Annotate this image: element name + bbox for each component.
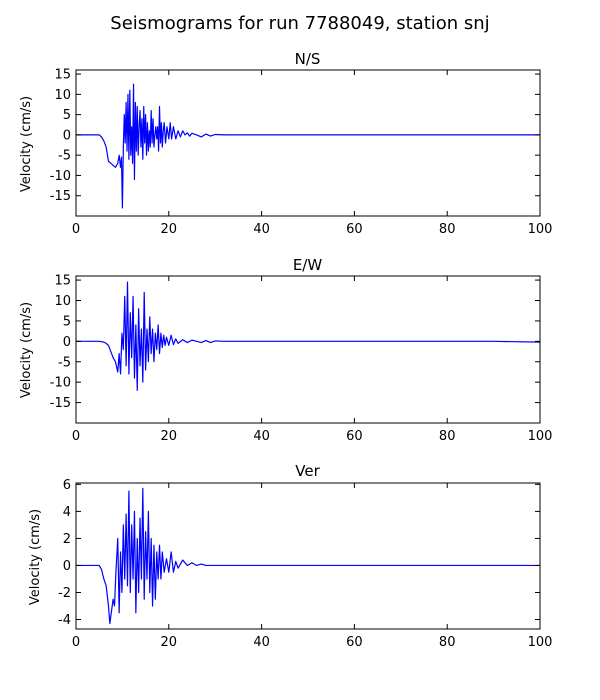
x-tick-label: 40: [253, 222, 270, 237]
y-tick-label: 0: [63, 559, 71, 574]
y-tick-label: -15: [50, 396, 71, 411]
y-axis-label: Velocity (cm/s): [28, 509, 43, 605]
y-tick-label: 5: [63, 108, 71, 123]
y-tick-label: 4: [63, 505, 71, 520]
x-tick-label: 40: [253, 635, 270, 650]
y-tick-label: -10: [50, 169, 71, 184]
figure-title: Seismograms for run 7788049, station snj: [110, 13, 489, 34]
panel-title: E/W: [293, 256, 323, 274]
axes-frame: [75, 69, 541, 217]
y-tick-label: 5: [63, 314, 71, 329]
y-tick-label: -4: [58, 613, 71, 628]
axes-frame: [75, 275, 541, 424]
x-tick-label: 80: [439, 429, 456, 444]
x-tick-label: 20: [161, 635, 178, 650]
x-tick-label: 20: [161, 222, 178, 237]
y-tick-label: 10: [54, 294, 71, 309]
y-tick-label: 6: [63, 478, 71, 493]
panel-title: Ver: [295, 462, 320, 480]
y-tick-label: -15: [50, 189, 71, 204]
y-axis-label: Velocity (cm/s): [19, 96, 34, 192]
x-tick-label: 80: [439, 635, 456, 650]
x-tick-label: 80: [439, 222, 456, 237]
axes-frame: [75, 482, 541, 630]
y-tick-label: 0: [63, 128, 71, 143]
x-tick-label: 0: [72, 429, 80, 444]
x-tick-label: 60: [346, 222, 363, 237]
y-tick-label: 2: [63, 532, 71, 547]
y-tick-label: -2: [58, 586, 71, 601]
y-tick-label: 10: [54, 88, 71, 103]
y-axis-label: Velocity (cm/s): [19, 302, 34, 398]
x-tick-label: 100: [528, 222, 553, 237]
panel-ver: Ver Velocity (cm/s) 0 20 40 60 80 100 -4 -2 0 2 4 6: [28, 462, 552, 650]
x-tick-label: 40: [253, 429, 270, 444]
panel-title: N/S: [295, 50, 321, 68]
y-tick-label: -10: [50, 376, 71, 391]
x-tick-label: 0: [72, 222, 80, 237]
x-tick-label: 60: [346, 429, 363, 444]
panel-ns: N/S Velocity (cm/s) 0 20 40 60 80 100-15-10-5…: [19, 50, 552, 237]
x-tick-label: 100: [528, 429, 553, 444]
x-tick-label: 20: [161, 429, 178, 444]
x-tick-label: 0: [72, 635, 80, 650]
series-line: [76, 281, 540, 391]
series-line: [76, 487, 540, 625]
panel-ew: E/W Velocity (cm/s) 0 20 40 60 80 100-15-10-5…: [19, 256, 552, 444]
y-tick-label: -5: [58, 355, 71, 370]
y-tick-label: 15: [54, 274, 71, 289]
x-tick-label: 60: [346, 635, 363, 650]
y-tick-label: 0: [63, 335, 71, 350]
y-tick-label: -5: [58, 149, 71, 164]
series-line: [76, 83, 540, 209]
y-tick-label: 15: [54, 68, 71, 83]
x-tick-label: 100: [528, 635, 553, 650]
